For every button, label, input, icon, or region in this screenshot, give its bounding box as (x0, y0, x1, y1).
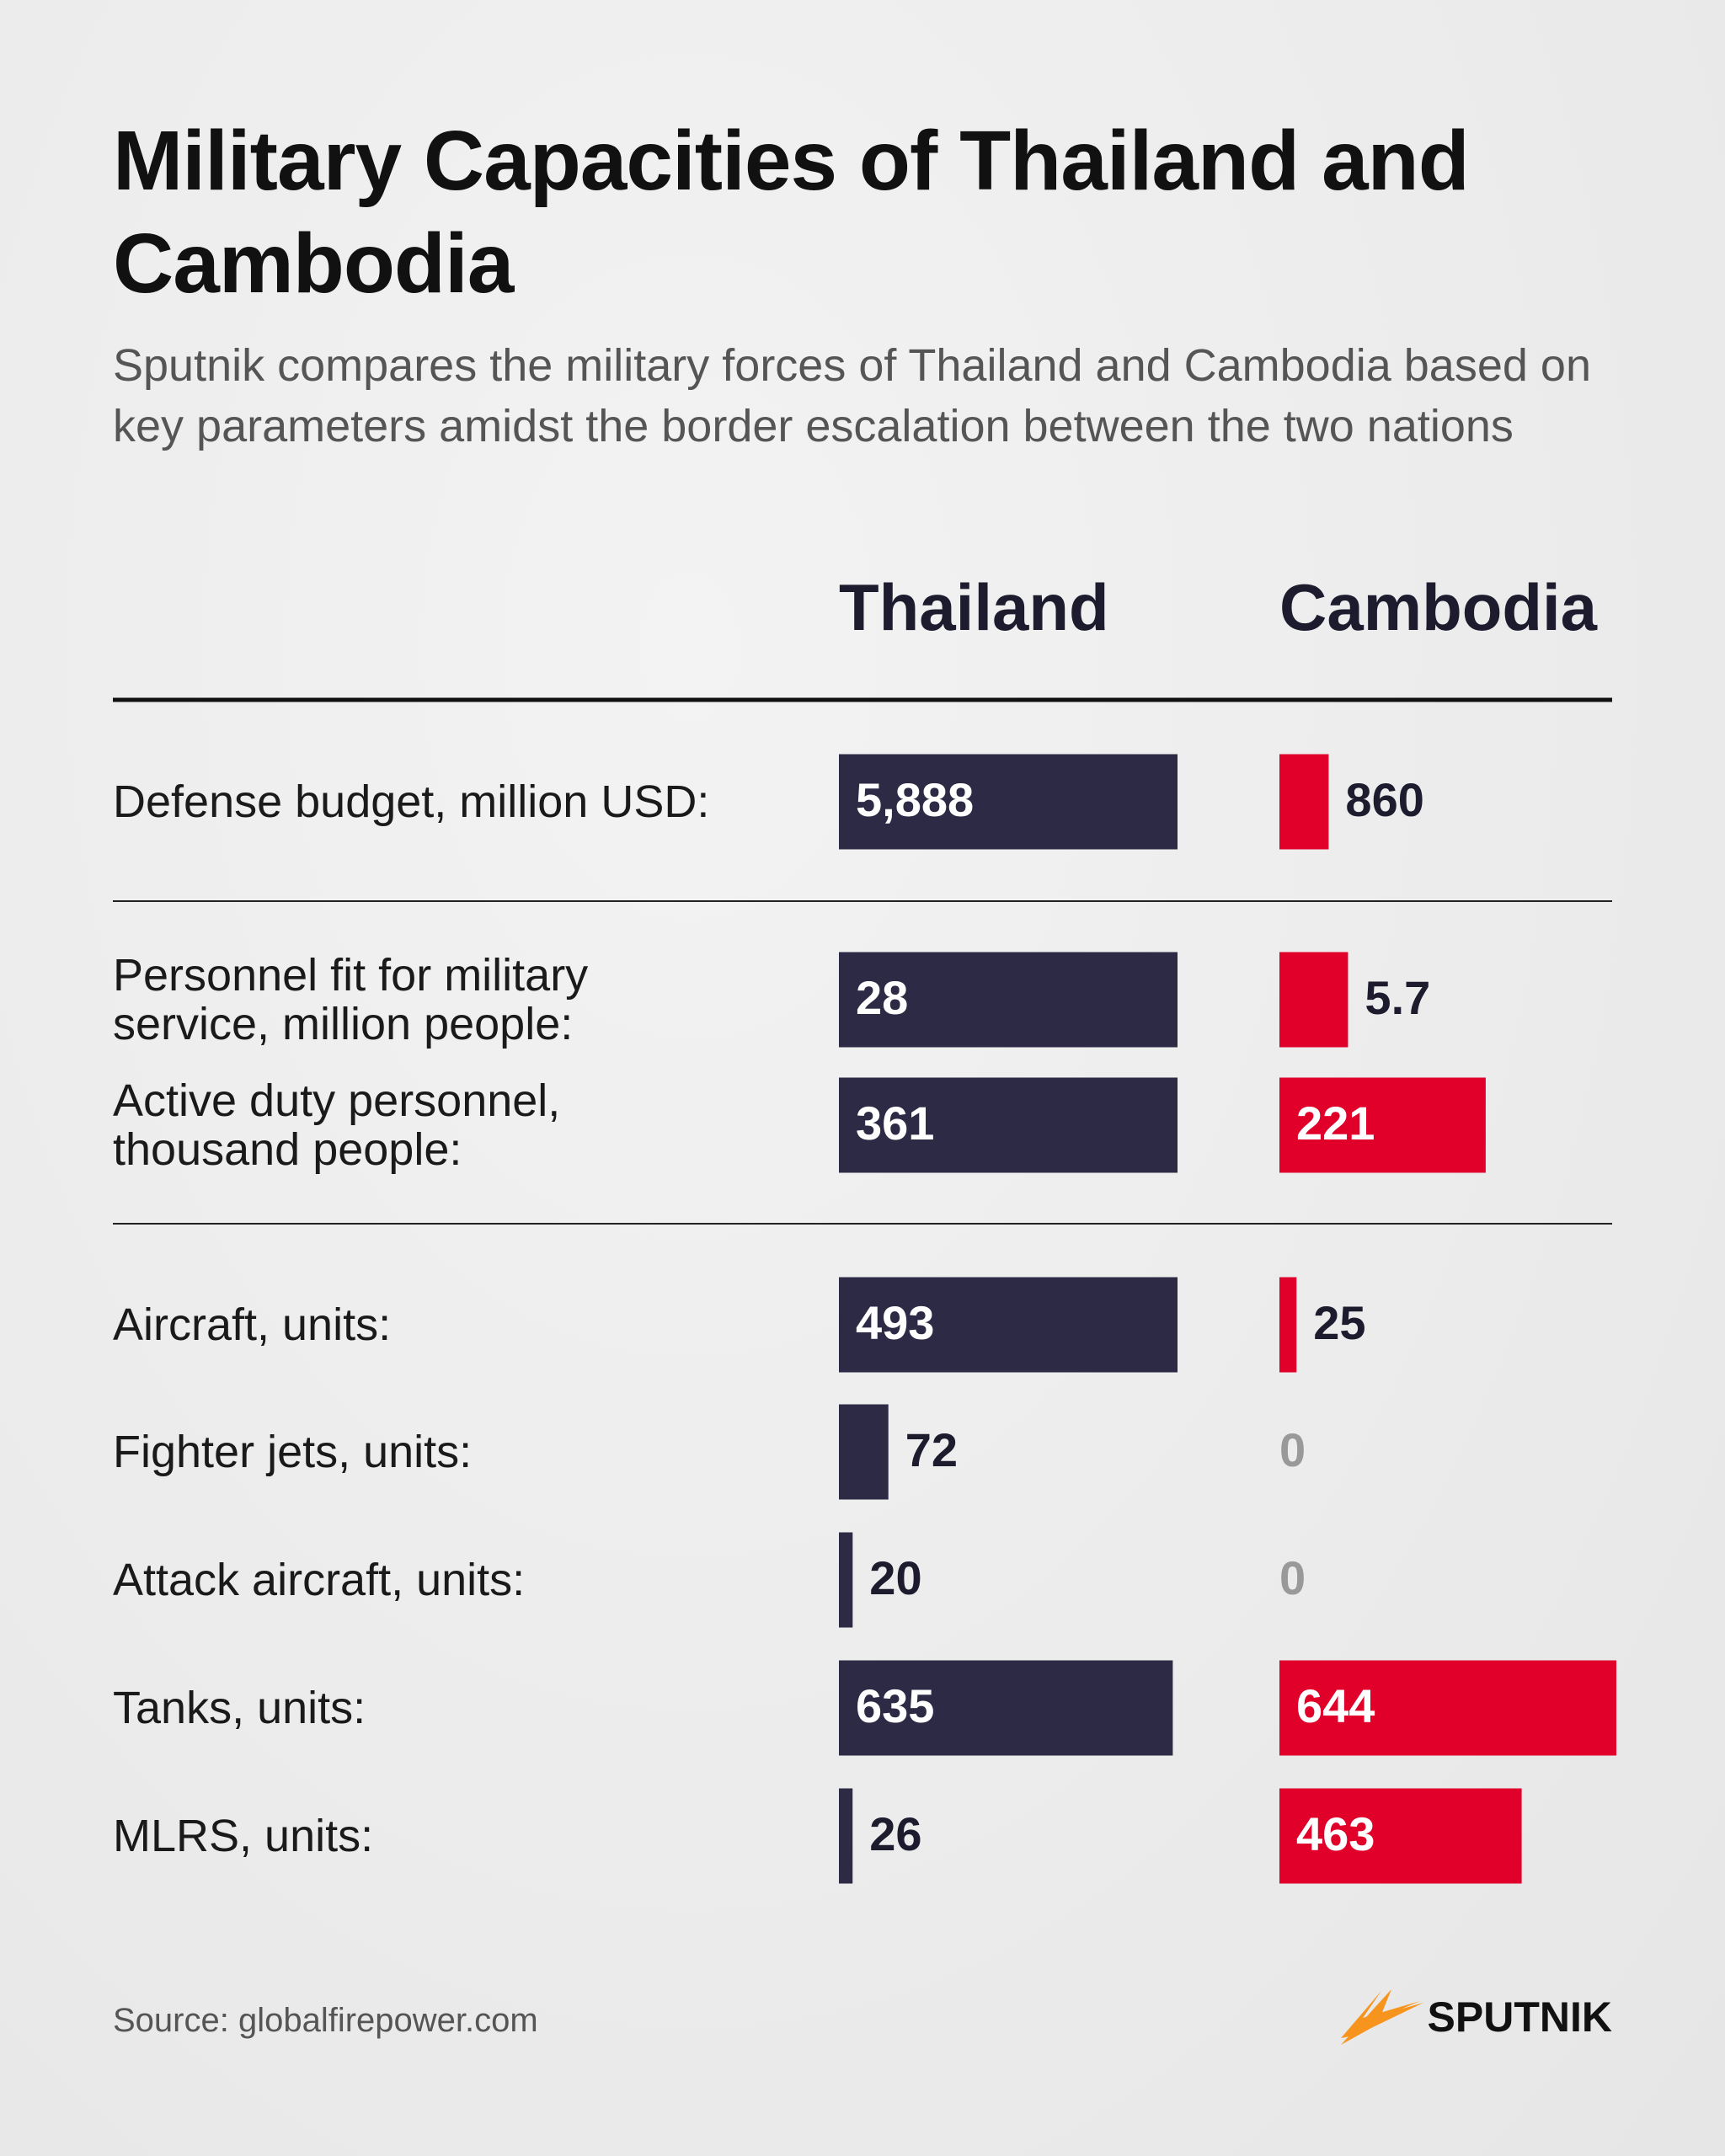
title: Military Capacities of Thailand and Camb… (113, 114, 1470, 311)
value-label: 26 (869, 1807, 921, 1860)
bar (839, 754, 1178, 850)
value-label: 463 (1296, 1807, 1375, 1860)
logo-icon-mark (1341, 1989, 1423, 2045)
column-header: Thailand (839, 570, 1109, 644)
row-label: Aircraft, units: (113, 1299, 391, 1350)
bar (1279, 1077, 1486, 1173)
bar (1279, 1788, 1522, 1884)
row-label: Active duty personnel, (113, 1075, 560, 1126)
column-header: Cambodia (1279, 570, 1598, 644)
brand: SPUTNIK (1428, 1993, 1612, 2041)
row-label: Attack aircraft, units: (113, 1555, 525, 1605)
bar (839, 952, 1178, 1048)
row-label: Fighter jets, units: (113, 1427, 472, 1477)
bar (1279, 952, 1348, 1048)
row-label: MLRS, units: (113, 1811, 373, 1861)
row-label: Defense budget, million USD: (113, 776, 709, 827)
value-label: 72 (905, 1423, 958, 1476)
source: Source: globalfirepower.com (113, 2002, 538, 2039)
value-label: 221 (1296, 1097, 1375, 1150)
row-label: Personnel fit for military (113, 950, 588, 1001)
bar (1279, 754, 1329, 850)
value-label: 5,888 (856, 773, 974, 826)
row-label: service, million people: (113, 999, 573, 1049)
bar (839, 1404, 889, 1500)
value-label: 644 (1296, 1679, 1375, 1732)
value-label: 20 (869, 1551, 921, 1604)
value-label: 493 (856, 1296, 934, 1349)
value-label: 635 (856, 1679, 934, 1732)
bar (839, 1077, 1178, 1173)
row-label: thousand people: (113, 1124, 462, 1175)
value-label: 361 (856, 1097, 934, 1150)
value-label: 5.7 (1365, 971, 1430, 1024)
value-label: 0 (1279, 1551, 1306, 1604)
value-label: 28 (856, 971, 908, 1024)
row-label: Tanks, units: (113, 1683, 366, 1733)
bar (839, 1277, 1178, 1373)
value-label: 860 (1345, 773, 1423, 826)
bar (839, 1532, 853, 1628)
bar (1279, 1277, 1297, 1373)
value-label: 0 (1279, 1423, 1306, 1476)
bar (839, 1660, 1173, 1756)
subtitle: Sputnik compares the military forces of … (113, 340, 1591, 451)
bar (839, 1788, 853, 1884)
value-label: 25 (1313, 1296, 1365, 1349)
bar (1279, 1660, 1616, 1756)
